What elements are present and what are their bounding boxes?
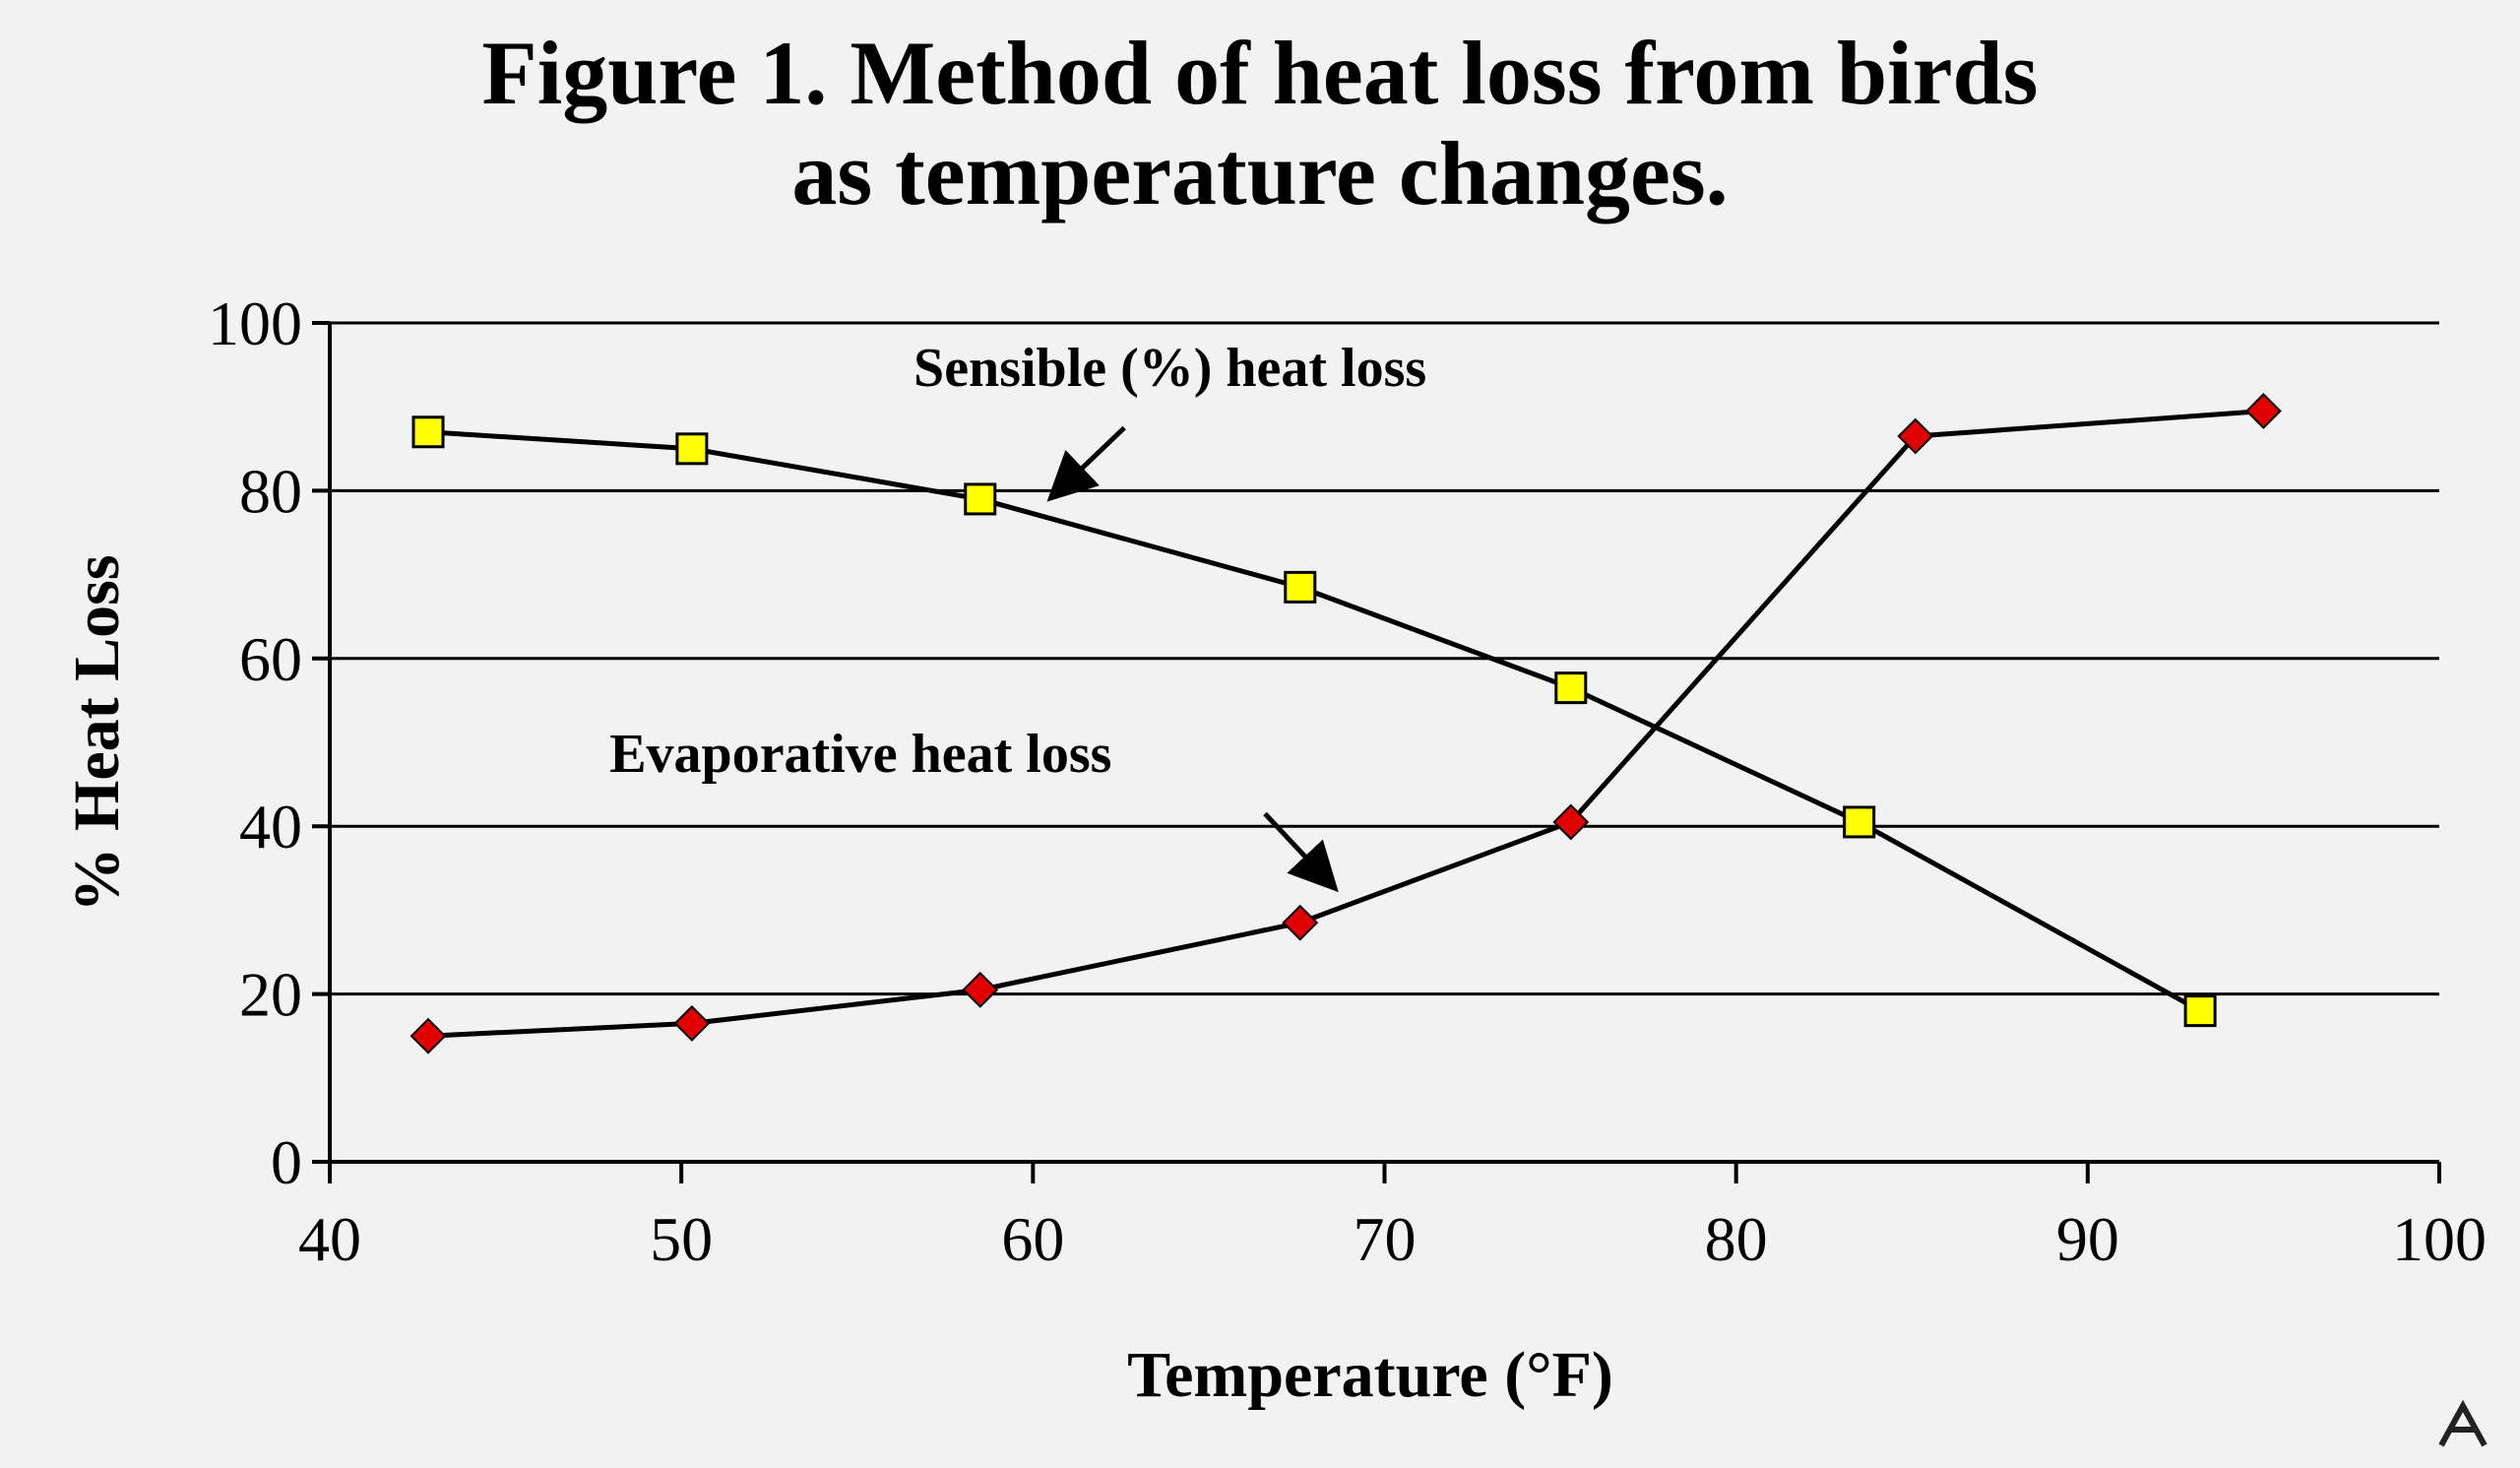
- evaporative-point-2: [962, 971, 999, 1008]
- y-tick-label-80: 80: [239, 456, 302, 526]
- x-tick-label-100: 100: [2392, 1204, 2487, 1274]
- y-tick-label-20: 20: [239, 960, 302, 1030]
- tick-labels: 0 20 40 60 80 100 40 50 60 70 80 90 100: [208, 288, 2487, 1274]
- axes: [312, 321, 2441, 1183]
- corner-logo: [2438, 1399, 2488, 1447]
- annotation-arrow-0: [1046, 425, 1126, 502]
- x-tick-label-60: 60: [1001, 1204, 1064, 1274]
- series-group: [410, 393, 2282, 1054]
- sensible-point-5: [1843, 805, 1876, 839]
- evaporative-point-6: [2245, 393, 2282, 429]
- y-tick-label-60: 60: [239, 624, 302, 694]
- sensible-point-3: [1284, 570, 1317, 604]
- x-tick-label-50: 50: [650, 1204, 713, 1274]
- annotation-arrow-1: [1263, 811, 1339, 893]
- evaporative-point-1: [673, 1005, 711, 1042]
- sensible-point-2: [964, 482, 997, 516]
- evaporative-point-3: [1282, 904, 1319, 941]
- y-tick-label-40: 40: [239, 792, 302, 862]
- chart-title-line-2: as temperature changes.: [791, 123, 1728, 223]
- sensible-point-1: [675, 432, 709, 466]
- evaporative-point-5: [1897, 417, 1934, 455]
- sensible-point-0: [411, 415, 445, 449]
- sensible-point-4: [1554, 671, 1588, 705]
- annotations: Sensible (%) heat loss Evaporative heat l…: [609, 338, 1426, 893]
- y-axis-label: % Heat Loss: [61, 555, 133, 913]
- y-tick-label-100: 100: [208, 288, 302, 358]
- y-tick-label-0: 0: [271, 1127, 302, 1197]
- chart-title-line-1: Figure 1. Method of heat loss from birds: [482, 23, 2039, 123]
- x-axis-label: Temperature (°F): [1127, 1339, 1613, 1411]
- y-gridlines: [330, 321, 2439, 996]
- x-tick-label-90: 90: [2056, 1204, 2119, 1274]
- evaporative-point-4: [1552, 803, 1590, 841]
- sensible-point-6: [2183, 994, 2217, 1028]
- x-tick-label-80: 80: [1705, 1204, 1768, 1274]
- x-tick-label-40: 40: [298, 1204, 361, 1274]
- annotation-label-0: Sensible (%) heat loss: [914, 338, 1426, 399]
- evaporative-point-0: [410, 1017, 447, 1054]
- x-tick-label-70: 70: [1354, 1204, 1417, 1274]
- annotation-label-1: Evaporative heat loss: [609, 724, 1111, 785]
